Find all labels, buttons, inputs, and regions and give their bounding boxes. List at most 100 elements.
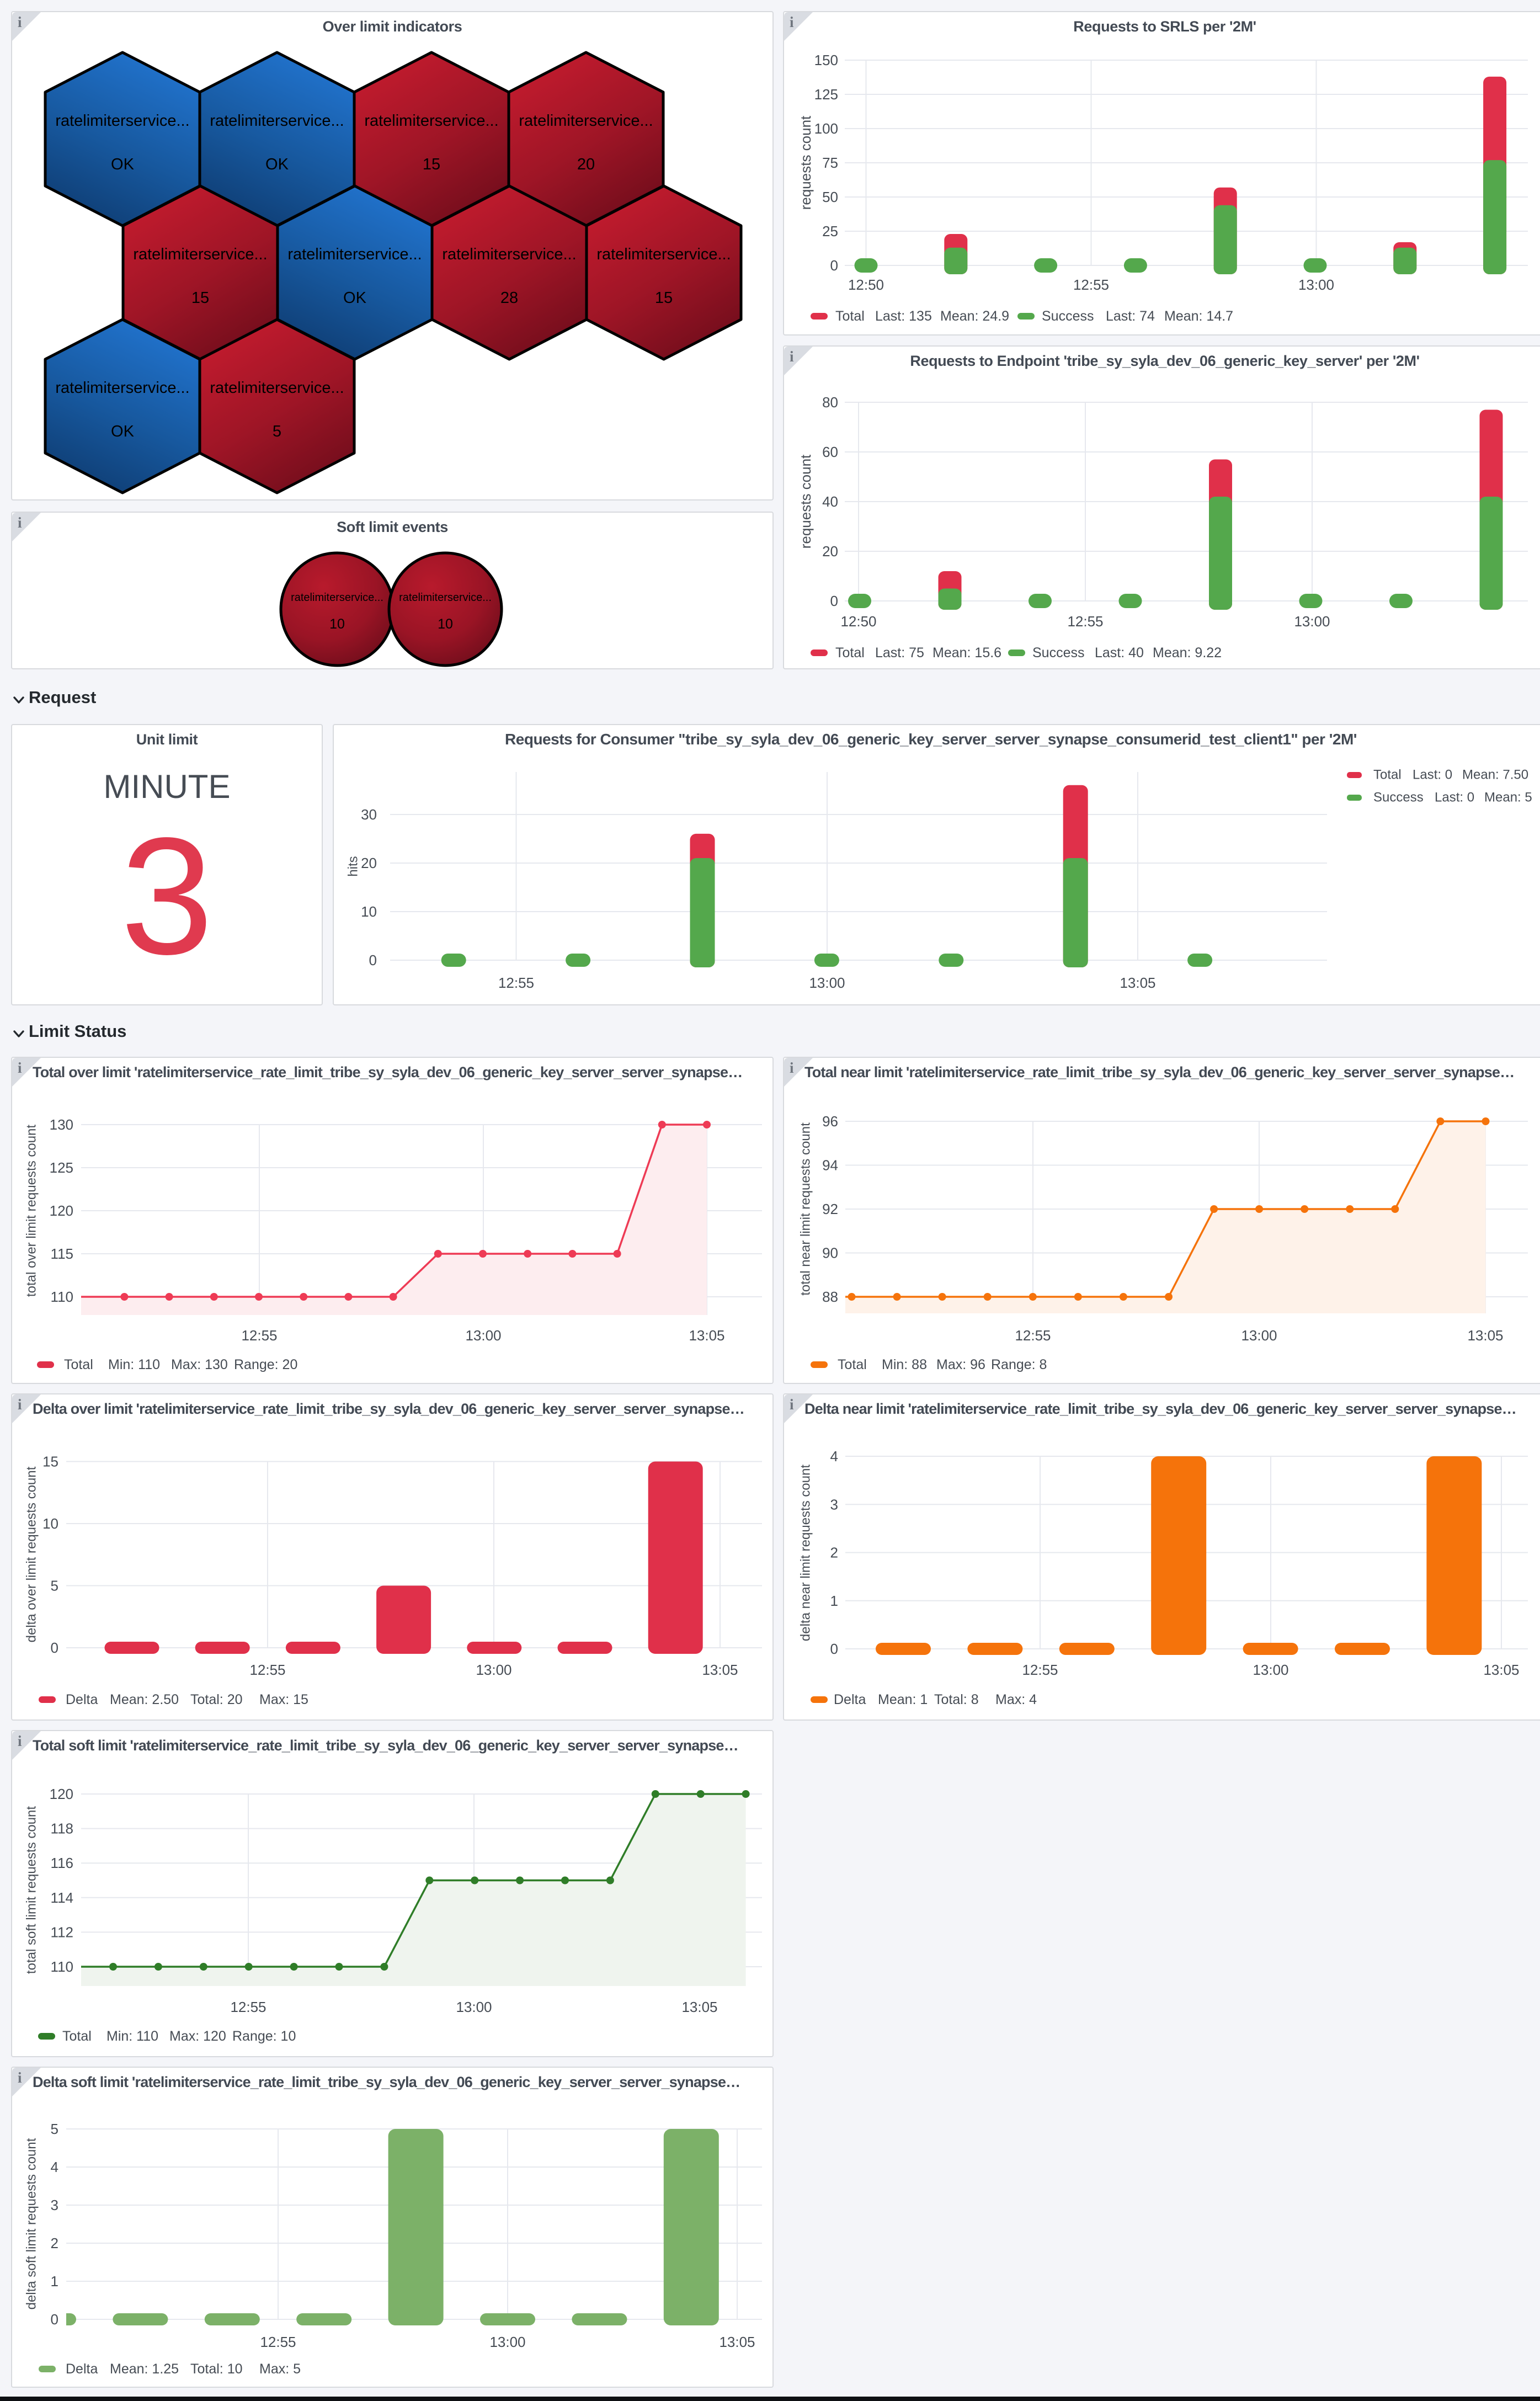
svg-text:Last: 135: Last: 135 xyxy=(875,308,932,324)
svg-text:12:55: 12:55 xyxy=(1067,613,1103,630)
svg-text:ratelimiterservice...: ratelimiterservice... xyxy=(133,246,267,263)
svg-text:0: 0 xyxy=(51,1639,58,1656)
svg-text:Max: 4: Max: 4 xyxy=(995,1692,1037,1707)
svg-text:12:50: 12:50 xyxy=(840,613,876,630)
svg-text:12:55: 12:55 xyxy=(1073,276,1109,293)
svg-text:13:00: 13:00 xyxy=(476,1662,511,1678)
svg-text:13:00: 13:00 xyxy=(456,1999,492,2015)
svg-text:15: 15 xyxy=(655,289,673,307)
svg-text:115: 115 xyxy=(51,1245,73,1262)
svg-text:Mean: 14.7: Mean: 14.7 xyxy=(1164,308,1233,324)
svg-text:Mean: 5: Mean: 5 xyxy=(1484,790,1532,805)
svg-text:OK: OK xyxy=(343,289,367,307)
svg-text:20: 20 xyxy=(361,855,377,871)
svg-text:Max: 120: Max: 120 xyxy=(169,2029,226,2044)
svg-text:13:05: 13:05 xyxy=(1467,1327,1503,1344)
svg-text:Last: 0: Last: 0 xyxy=(1435,790,1474,805)
svg-text:5: 5 xyxy=(51,1578,58,1594)
svg-text:Success: Success xyxy=(1373,790,1424,805)
svg-text:12:55: 12:55 xyxy=(249,1662,285,1678)
svg-text:13:00: 13:00 xyxy=(1241,1327,1277,1344)
svg-text:15: 15 xyxy=(42,1454,58,1470)
svg-text:0: 0 xyxy=(369,952,377,968)
svg-text:Last: 74: Last: 74 xyxy=(1106,308,1155,324)
svg-text:Total: Total xyxy=(838,1357,867,1372)
svg-text:ratelimiterservice...: ratelimiterservice... xyxy=(364,112,498,130)
svg-text:13:05: 13:05 xyxy=(1483,1662,1519,1678)
svg-text:12:50: 12:50 xyxy=(848,276,884,293)
svg-text:130: 130 xyxy=(50,1116,73,1133)
svg-text:150: 150 xyxy=(814,52,838,68)
svg-text:Mean: 15.6: Mean: 15.6 xyxy=(932,645,1001,661)
svg-text:3: 3 xyxy=(830,1496,838,1513)
svg-text:hits: hits xyxy=(346,856,361,876)
svg-text:delta near limit requests coun: delta near limit requests count xyxy=(798,1465,813,1642)
svg-text:Range: 20: Range: 20 xyxy=(234,1357,297,1372)
svg-text:Mean: 7.50: Mean: 7.50 xyxy=(1462,768,1528,782)
svg-text:Max: 5: Max: 5 xyxy=(259,2361,301,2377)
svg-text:Last: 75: Last: 75 xyxy=(875,645,924,661)
svg-text:OK: OK xyxy=(265,156,289,173)
svg-text:92: 92 xyxy=(822,1201,838,1217)
svg-text:5: 5 xyxy=(51,2121,58,2137)
svg-text:118: 118 xyxy=(51,1820,73,1837)
svg-text:ratelimiterservice...: ratelimiterservice... xyxy=(519,112,653,130)
svg-text:Success: Success xyxy=(1042,308,1094,324)
svg-text:Total: Total xyxy=(62,2029,92,2044)
svg-text:12:55: 12:55 xyxy=(241,1327,277,1344)
svg-text:3: 3 xyxy=(51,2197,58,2213)
svg-text:Total: 20: Total: 20 xyxy=(190,1692,243,1707)
svg-text:requests count: requests count xyxy=(797,115,814,210)
svg-text:30: 30 xyxy=(361,806,377,823)
svg-text:0: 0 xyxy=(830,593,838,609)
svg-text:requests count: requests count xyxy=(797,454,814,549)
svg-text:112: 112 xyxy=(51,1924,73,1940)
svg-text:delta soft limit requests coun: delta soft limit requests count xyxy=(24,2138,39,2309)
svg-text:12:55: 12:55 xyxy=(1015,1327,1051,1344)
svg-text:ratelimiterservice...: ratelimiterservice... xyxy=(287,246,422,263)
svg-text:15: 15 xyxy=(423,156,440,173)
svg-text:Range: 8: Range: 8 xyxy=(991,1357,1047,1372)
svg-text:5: 5 xyxy=(273,423,281,440)
svg-text:13:05: 13:05 xyxy=(702,1662,738,1678)
svg-text:total near limit requests coun: total near limit requests count xyxy=(798,1122,813,1296)
svg-text:50: 50 xyxy=(822,189,838,205)
svg-text:12:55: 12:55 xyxy=(230,1999,266,2015)
svg-text:20: 20 xyxy=(822,543,838,560)
svg-text:1: 1 xyxy=(51,2273,58,2290)
svg-text:60: 60 xyxy=(822,444,838,460)
svg-text:0: 0 xyxy=(830,1641,838,1657)
svg-text:Mean: 2.50: Mean: 2.50 xyxy=(110,1692,179,1707)
svg-text:13:05: 13:05 xyxy=(719,2334,755,2350)
svg-text:13:00: 13:00 xyxy=(1298,276,1334,293)
svg-text:0: 0 xyxy=(51,2311,58,2328)
svg-text:12:55: 12:55 xyxy=(498,975,534,991)
svg-text:94: 94 xyxy=(822,1157,838,1174)
svg-text:4: 4 xyxy=(51,2159,58,2175)
svg-text:116: 116 xyxy=(51,1855,73,1871)
svg-text:2: 2 xyxy=(51,2235,58,2251)
svg-text:15: 15 xyxy=(191,289,209,307)
svg-text:delta over limit requests coun: delta over limit requests count xyxy=(24,1466,39,1642)
svg-text:Total: Total xyxy=(835,308,865,324)
svg-text:13:00: 13:00 xyxy=(1294,613,1330,630)
svg-text:OK: OK xyxy=(111,423,135,440)
svg-text:13:05: 13:05 xyxy=(1120,975,1155,991)
svg-text:0: 0 xyxy=(830,257,838,274)
svg-text:ratelimiterservice...: ratelimiterservice... xyxy=(210,379,344,397)
svg-text:13:00: 13:00 xyxy=(1253,1662,1288,1678)
svg-text:12:55: 12:55 xyxy=(1022,1662,1058,1678)
svg-text:ratelimiterservice...: ratelimiterservice... xyxy=(210,112,344,130)
svg-text:ratelimiterservice...: ratelimiterservice... xyxy=(55,379,189,397)
svg-text:120: 120 xyxy=(50,1786,73,1802)
svg-text:13:00: 13:00 xyxy=(809,975,845,991)
svg-text:125: 125 xyxy=(50,1159,73,1176)
svg-text:10: 10 xyxy=(42,1515,58,1532)
svg-text:total over limit requests coun: total over limit requests count xyxy=(24,1125,39,1297)
svg-text:Total: Total xyxy=(1373,768,1402,782)
svg-text:88: 88 xyxy=(822,1289,838,1305)
svg-text:ratelimiterservice...: ratelimiterservice... xyxy=(596,246,731,263)
svg-text:Delta: Delta xyxy=(66,2361,98,2377)
svg-text:ratelimiterservice...: ratelimiterservice... xyxy=(442,246,576,263)
svg-text:110: 110 xyxy=(51,1958,73,1975)
